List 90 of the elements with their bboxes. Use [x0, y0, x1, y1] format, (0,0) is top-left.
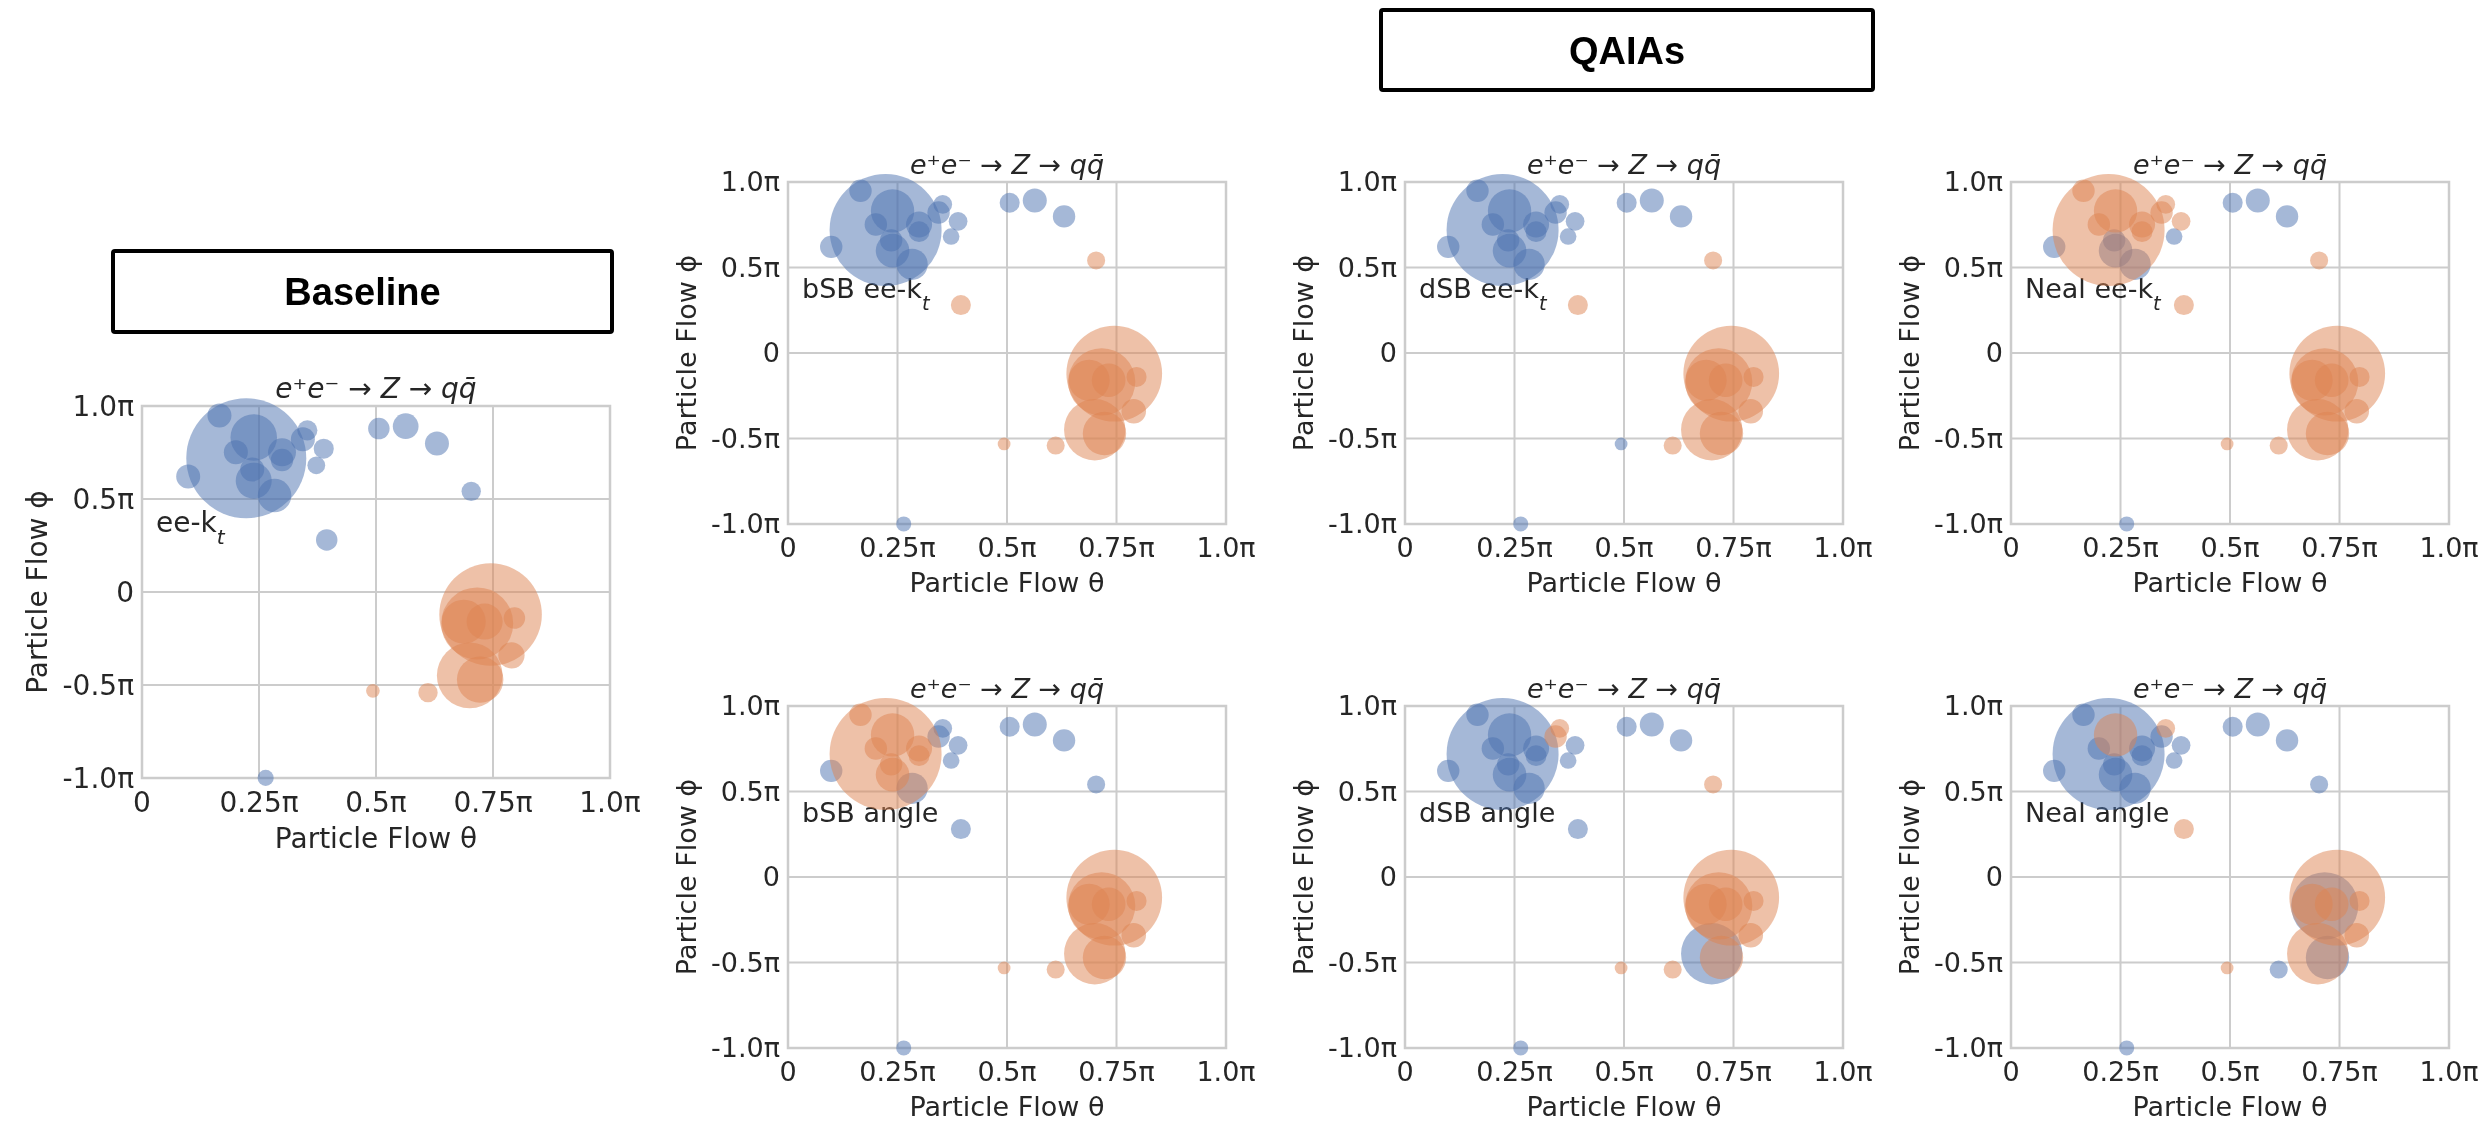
y-tick-label: -1.0π — [1934, 1032, 2003, 1064]
x-tick-label: 0.5π — [1594, 1056, 1654, 1087]
y-tick-label: 1.0π — [1943, 690, 2003, 722]
chart-title: e⁺e⁻ → Z → qq̄ — [1526, 149, 1722, 180]
y-tick-label: 0 — [762, 337, 780, 369]
x-tick-label: 1.0π — [1813, 532, 1873, 563]
y-tick-label: 1.0π — [720, 166, 780, 198]
x-tick-label: 0.5π — [1594, 532, 1654, 563]
y-tick-label: 1.0π — [1337, 690, 1397, 722]
y-tick-label: 0.5π — [1943, 251, 2003, 283]
x-tick-label: 0.25π — [1476, 532, 1553, 563]
y-tick-label: -0.5π — [62, 668, 135, 702]
y-tick-label: 1.0π — [720, 690, 780, 722]
y-tick-label: -0.5π — [711, 422, 780, 454]
y-tick-label: -0.5π — [1934, 946, 2003, 978]
x-tick-label: 0.5π — [345, 786, 407, 819]
y-tick-label: 0 — [762, 861, 780, 893]
y-tick-label: 1.0π — [1943, 166, 2003, 198]
x-tick-label: 0.25π — [1476, 1056, 1553, 1087]
x-tick-label: 0.25π — [2082, 1056, 2159, 1087]
y-axis-title: Particle Flow ϕ — [1894, 254, 1926, 452]
y-tick-label: -0.5π — [1328, 422, 1397, 454]
x-tick-label: 0.75π — [2301, 1056, 2378, 1087]
x-axis-title: Particle Flow θ — [274, 822, 478, 855]
x-axis-title: Particle Flow θ — [1526, 567, 1722, 598]
x-tick-label: 0.5π — [977, 532, 1037, 563]
y-tick-label: -1.0π — [711, 508, 780, 540]
x-tick-label: 0.5π — [977, 1056, 1037, 1087]
y-tick-label: -1.0π — [62, 761, 135, 795]
x-tick-label: 1.0π — [579, 786, 641, 819]
y-tick-label: -1.0π — [1328, 1032, 1397, 1064]
y-tick-label: 1.0π — [72, 389, 135, 423]
x-tick-label: 0.75π — [1078, 1056, 1155, 1087]
annotation: Neal ee-k$_{t}$ — [2025, 273, 2163, 315]
x-tick-label: 0.75π — [2301, 532, 2378, 563]
chart-title: e⁺e⁻ → Z → qq̄ — [1526, 673, 1722, 704]
x-tick-label: 0.75π — [453, 786, 533, 819]
y-tick-label: 0 — [116, 575, 134, 609]
chart-title: e⁺e⁻ → Z → qq̄ — [2132, 149, 2328, 180]
x-tick-label: 0.25π — [2082, 532, 2159, 563]
x-axis-title: Particle Flow θ — [1526, 1091, 1722, 1122]
x-tick-label: 0.25π — [859, 1056, 936, 1087]
x-tick-label: 1.0π — [1196, 1056, 1256, 1087]
y-axis-title: Particle Flow ϕ — [671, 778, 703, 976]
x-tick-label: 0.75π — [1695, 532, 1772, 563]
x-tick-label: 1.0π — [1813, 1056, 1873, 1087]
y-tick-label: -0.5π — [711, 946, 780, 978]
y-tick-label: 1.0π — [1337, 166, 1397, 198]
y-axis-title: Particle Flow ϕ — [671, 254, 703, 452]
annotation: dSB angle — [1419, 797, 1556, 829]
annotation: dSB ee-k$_{t}$ — [1419, 273, 1548, 315]
chart-title: e⁺e⁻ → Z → qq̄ — [909, 673, 1105, 704]
x-tick-label: 0.5π — [2200, 1056, 2260, 1087]
y-tick-label: 0.5π — [72, 482, 135, 516]
annotation: bSB angle — [802, 797, 939, 829]
y-axis-title: Particle Flow ϕ — [20, 490, 54, 694]
x-tick-label: 0.75π — [1695, 1056, 1772, 1087]
text: QAIAs — [1568, 29, 1686, 72]
x-tick-label: 1.0π — [2419, 532, 2479, 563]
x-axis-title: Particle Flow θ — [909, 1091, 1105, 1122]
annotation: Neal angle — [2025, 797, 2170, 829]
y-tick-label: 0.5π — [720, 251, 780, 283]
text: Baseline — [284, 271, 441, 314]
annotation: ee-k$_{t}$ — [156, 506, 226, 550]
x-tick-label: 0.25π — [859, 532, 936, 563]
annotation: bSB ee-k$_{t}$ — [802, 273, 931, 315]
y-tick-label: 0 — [1985, 861, 2003, 893]
x-tick-label: 0.75π — [1078, 532, 1155, 563]
y-axis-title: Particle Flow ϕ — [1288, 254, 1320, 452]
y-tick-label: 0 — [1379, 337, 1397, 369]
chart-title: e⁺e⁻ → Z → qq̄ — [275, 372, 477, 405]
y-tick-label: -1.0π — [711, 1032, 780, 1064]
x-tick-label: 1.0π — [2419, 1056, 2479, 1087]
y-tick-label: -1.0π — [1934, 508, 2003, 540]
y-tick-label: -0.5π — [1328, 946, 1397, 978]
y-axis-title: Particle Flow ϕ — [1894, 778, 1926, 976]
x-axis-title: Particle Flow θ — [2132, 1091, 2328, 1122]
x-axis-title: Particle Flow θ — [2132, 567, 2328, 598]
chart-title: e⁺e⁻ → Z → qq̄ — [909, 149, 1105, 180]
y-tick-label: -0.5π — [1934, 422, 2003, 454]
y-axis-title: Particle Flow ϕ — [1288, 778, 1320, 976]
x-tick-label: 0.25π — [219, 786, 299, 819]
x-tick-label: 1.0π — [1196, 532, 1256, 563]
y-tick-label: 0 — [1379, 861, 1397, 893]
y-tick-label: 0 — [1985, 337, 2003, 369]
x-axis-title: Particle Flow θ — [909, 567, 1105, 598]
chart-title: e⁺e⁻ → Z → qq̄ — [2132, 673, 2328, 704]
y-tick-label: 0.5π — [1337, 251, 1397, 283]
y-tick-label: -1.0π — [1328, 508, 1397, 540]
x-tick-label: 0.5π — [2200, 532, 2260, 563]
